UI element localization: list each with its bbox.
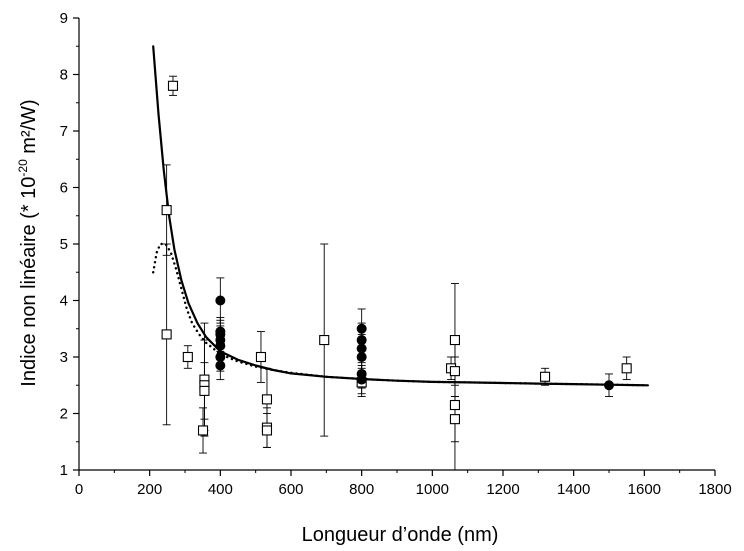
y-tick-label: 5 (60, 236, 68, 253)
x-tick-label: 0 (75, 481, 83, 498)
open-square-point (161, 329, 172, 340)
open-square-point (261, 394, 273, 405)
filled-circle-point (356, 352, 367, 362)
y-axis-title-prefix: Indice non linéaire (* 10 (18, 177, 40, 387)
filled-circle-point (215, 352, 226, 362)
open-square-point (449, 399, 460, 411)
x-tick-label: 200 (137, 481, 162, 498)
open-square-point (449, 414, 460, 425)
y-ticks: 1 2 3 4 5 6 7 8 9 (60, 10, 79, 479)
y-axis-title-exponent: -20 (16, 159, 30, 177)
data-markers (161, 80, 632, 436)
y-tick-label: 6 (60, 180, 68, 197)
open-square-point (319, 334, 330, 346)
x-tick-label: 400 (208, 481, 233, 498)
open-square-point (255, 351, 267, 363)
y-tick-label: 4 (60, 293, 68, 310)
y-tick-label: 1 (60, 462, 68, 479)
y-tick-label: 8 (60, 67, 68, 84)
open-square-point (261, 425, 273, 436)
open-square-point (161, 205, 172, 216)
y-axis-title: Indice non linéaire (* 10-20 m²/W) (16, 99, 40, 386)
x-tick-label: 600 (278, 481, 303, 498)
open-square-point (539, 371, 551, 382)
open-square-point (199, 385, 210, 396)
filled-circle-point (215, 295, 226, 306)
x-tick-label: 800 (349, 481, 374, 498)
open-square-point (197, 425, 209, 436)
filled-circle-point (215, 360, 226, 371)
open-square-point (449, 366, 460, 377)
x-ticks: 0 200 400 600 800 1000 1200 1400 1600 1800 (75, 470, 732, 498)
filled-circle-point (356, 343, 367, 354)
x-tick-label: 1000 (416, 481, 449, 498)
y-tick-label: 3 (60, 349, 68, 366)
open-square-point (182, 351, 193, 363)
filled-circle-point (215, 340, 226, 351)
x-axis-title: Longueur d’onde (nm) (302, 524, 499, 546)
filled-circle-point (356, 335, 367, 346)
y-tick-label: 9 (60, 10, 68, 27)
open-square-point (449, 334, 460, 346)
y-tick-label: 2 (60, 406, 68, 423)
open-square-point (167, 80, 179, 91)
x-tick-label: 1400 (557, 481, 590, 498)
filled-circle-point (356, 323, 367, 334)
fit-curves (152, 45, 650, 387)
y-tick-label: 7 (60, 123, 68, 140)
y-axis-title-suffix: m²/W) (18, 99, 40, 159)
open-square-point (621, 363, 632, 374)
error-bars (162, 75, 631, 471)
x-tick-label: 1200 (486, 481, 519, 498)
x-tick-label: 1800 (698, 481, 731, 498)
solid-fit-curve (152, 45, 649, 387)
x-tick-label: 1600 (628, 481, 661, 498)
dotted-fit-curve (152, 242, 650, 387)
filled-circle-point (604, 380, 614, 391)
filled-circle-point (356, 374, 367, 385)
